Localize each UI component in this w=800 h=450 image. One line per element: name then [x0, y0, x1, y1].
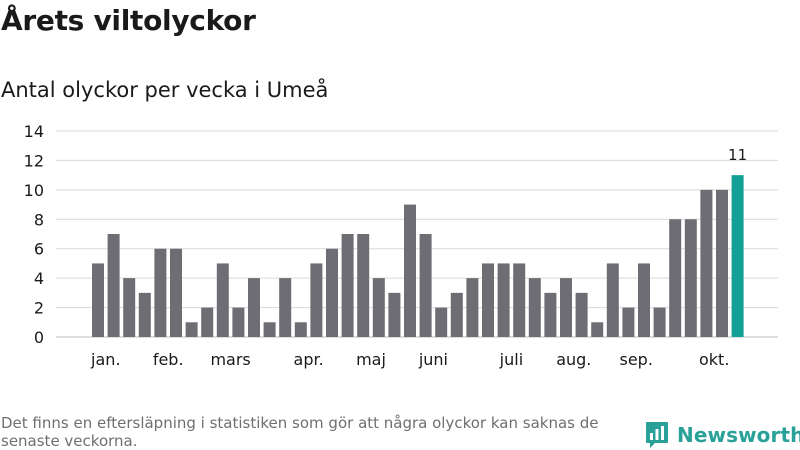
- x-tick-label: feb.: [153, 350, 184, 369]
- bar: [232, 307, 245, 337]
- bar: [435, 307, 448, 337]
- x-tick-label: sep.: [619, 350, 652, 369]
- bar: [669, 219, 682, 337]
- bar: [528, 278, 541, 337]
- bar: [310, 263, 323, 337]
- x-tick-label: mars: [210, 350, 250, 369]
- bar: [92, 263, 104, 337]
- bar: [497, 263, 510, 337]
- x-tick-label: jan.: [90, 350, 120, 369]
- bar: [138, 292, 151, 337]
- bar: [216, 263, 229, 337]
- bar: [107, 234, 120, 337]
- y-tick-label: 8: [34, 210, 44, 229]
- bar: [560, 278, 572, 337]
- chart-subtitle: Antal olyckor per vecka i Umeå: [1, 78, 329, 102]
- bar: [294, 322, 307, 337]
- y-tick-label: 4: [34, 269, 44, 288]
- y-tick-label: 12: [24, 151, 44, 170]
- bar: [388, 292, 401, 337]
- y-tick-label: 6: [34, 240, 44, 259]
- bar: [716, 189, 728, 337]
- data-label: 11: [728, 146, 747, 164]
- bar: [466, 278, 479, 337]
- chart-title: Årets viltolyckor: [1, 4, 256, 37]
- bar: [684, 219, 697, 337]
- newsworthy-brand: Newsworthy: [645, 420, 800, 450]
- bar: [404, 204, 416, 337]
- y-tick-label: 2: [34, 299, 44, 318]
- brand-name: Newsworthy: [677, 423, 800, 447]
- x-tick-label: apr.: [294, 350, 324, 369]
- bar: [279, 278, 292, 337]
- footnote: Det finns en eftersläpning i statistiken…: [1, 414, 599, 450]
- bar: [513, 263, 526, 337]
- y-tick-label: 10: [24, 181, 44, 200]
- bar: [575, 292, 588, 337]
- bar: [544, 292, 557, 337]
- bar-chart: 0 2 4 6 8 10 12 14 11 jan. feb. mars apr. maj juni juli…: [24, 122, 778, 369]
- bar: [591, 322, 604, 337]
- bar: [123, 278, 136, 337]
- bar: [170, 248, 182, 337]
- bar: [263, 322, 276, 337]
- bar: [606, 263, 619, 337]
- bar: [154, 248, 167, 337]
- bar: [248, 278, 260, 337]
- bar: [622, 307, 635, 337]
- x-tick-label: juli: [499, 350, 523, 369]
- x-tick-label: maj: [356, 350, 386, 369]
- x-tick-label: okt.: [699, 350, 729, 369]
- bar: [482, 263, 494, 337]
- bar: [372, 278, 385, 337]
- bar: [201, 307, 214, 337]
- x-tick-label: juni: [418, 350, 448, 369]
- bar: [653, 307, 666, 337]
- y-tick-label: 0: [34, 328, 44, 347]
- bar: [326, 248, 338, 337]
- bar-highlight: [731, 175, 744, 337]
- bar: [419, 234, 432, 337]
- bar: [700, 189, 713, 337]
- bar: [357, 234, 370, 337]
- newsworthy-logo-icon: [646, 422, 668, 448]
- x-tick-label: aug.: [556, 350, 591, 369]
- y-tick-label: 14: [24, 122, 44, 141]
- bar: [450, 292, 463, 337]
- bar: [638, 263, 650, 337]
- bar: [185, 322, 198, 337]
- bar: [341, 234, 354, 337]
